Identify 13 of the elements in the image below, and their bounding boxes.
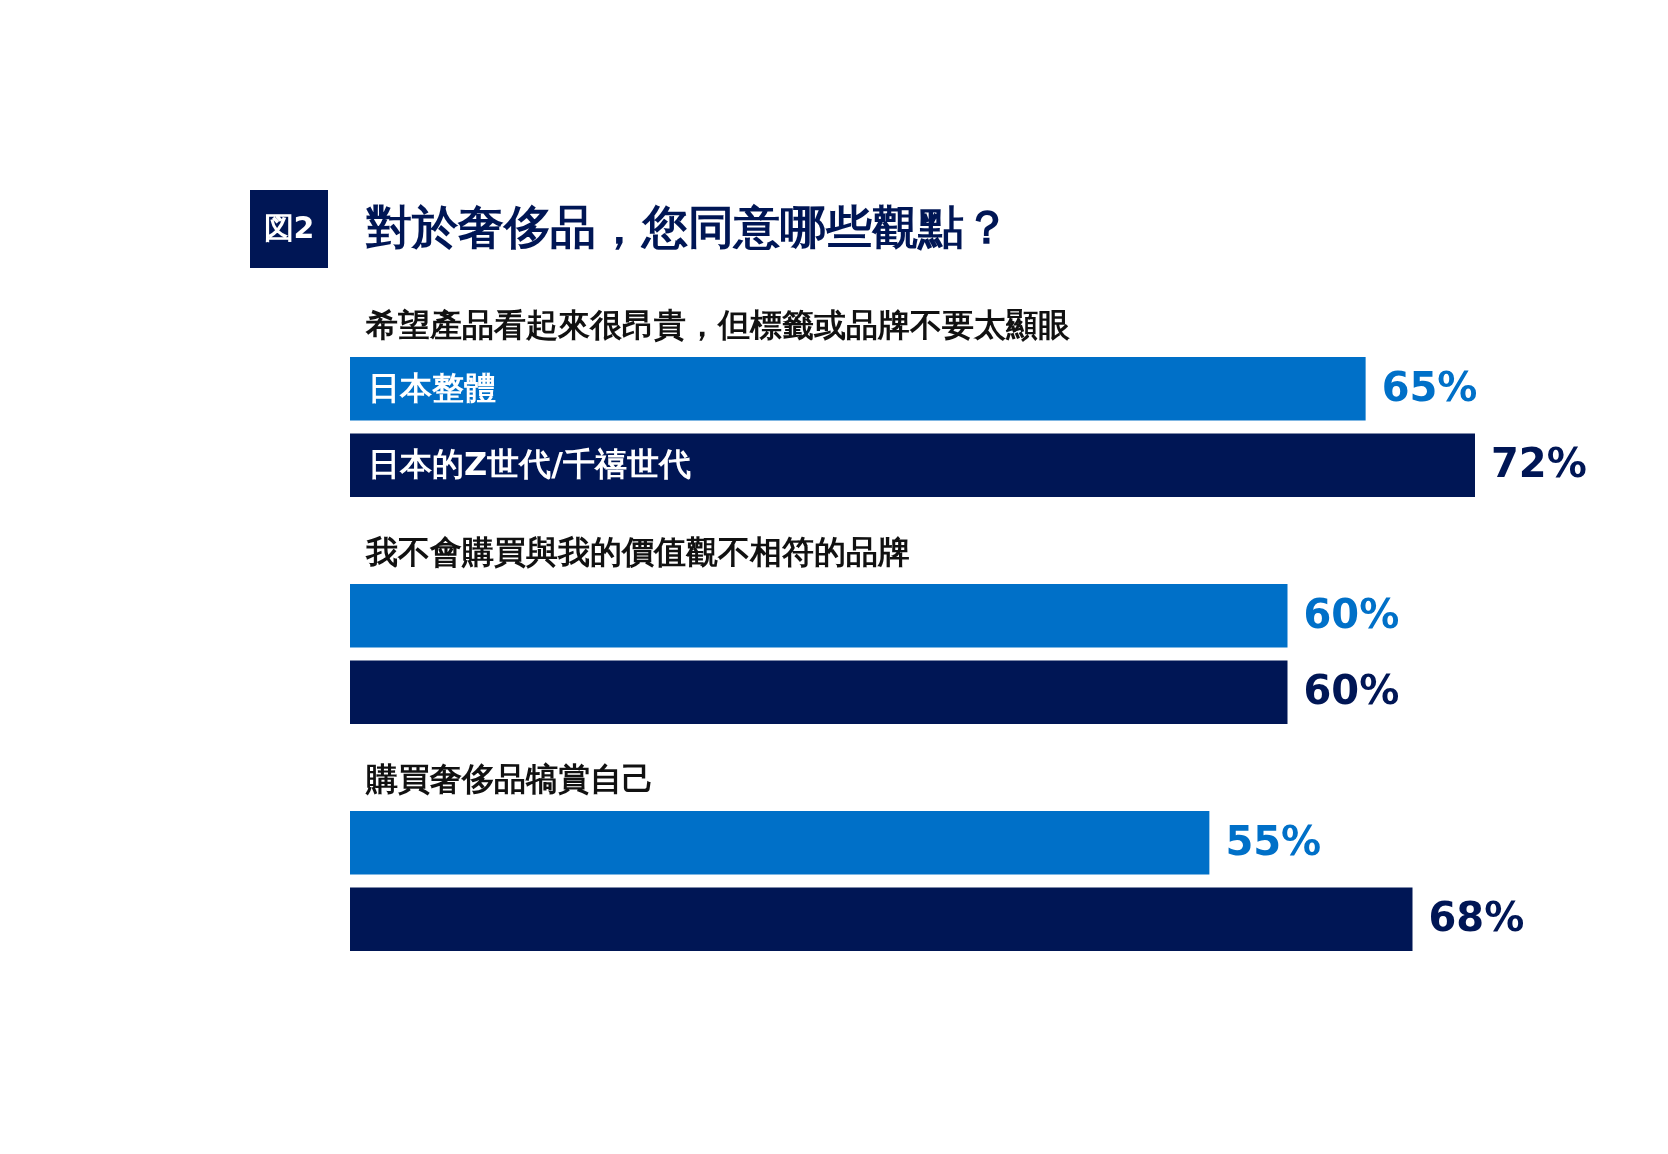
series-label: 日本的Z世代/千禧世代: [368, 445, 691, 484]
data-label: 72%: [1491, 440, 1587, 487]
chart-title: 對於奢侈品，您同意哪些觀點？: [365, 200, 1010, 254]
data-label: 60%: [1303, 590, 1400, 637]
data-label: 65%: [1381, 363, 1478, 410]
data-label: 55%: [1225, 817, 1322, 864]
caption: 図2: [263, 210, 315, 245]
y-tick-label: 購買奢侈品犒賞自己: [365, 760, 654, 798]
y-tick-label: 希望產品看起來很昂貴，但標籤或品牌不要太顯眼: [365, 306, 1070, 344]
data-label: 60%: [1303, 667, 1400, 714]
y-tick-label: 我不會購買與我的價值觀不相符的品牌: [365, 533, 910, 571]
data-label: 68%: [1428, 894, 1525, 941]
series-label: 日本整體: [368, 368, 496, 407]
